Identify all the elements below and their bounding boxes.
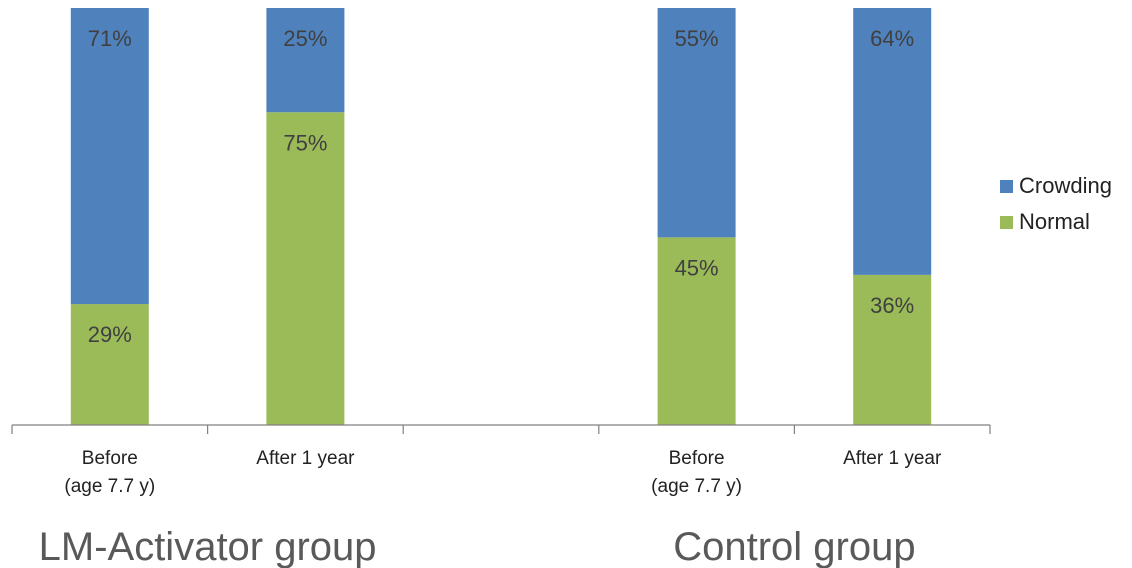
bar-crowding-3: [657, 8, 736, 238]
stacked-bar-chart: 29% 71% 75% 25% 45% 55% 36% 64% Before (age 7.7 …: [11, 8, 991, 568]
bar-normal-1: [266, 112, 345, 425]
legend-swatch-normal: [1000, 215, 1013, 229]
group-label-0: LM-Activator group: [39, 525, 377, 568]
legend-label-normal: Normal: [1019, 209, 1090, 234]
bar-crowding-1: [266, 8, 345, 113]
x-tick-labels: Before (age 7.7 y) After 1 year Before (age …: [64, 448, 942, 497]
data-label-crowding-4: 64%: [870, 26, 914, 51]
bar-normal-3: [657, 237, 736, 425]
data-label-normal-3: 45%: [675, 255, 719, 280]
data-label-normal-1: 75%: [283, 130, 327, 155]
legend-swatch-crowding: [1000, 179, 1013, 193]
x-tick-label-3: Before (age 7.7 y): [651, 448, 742, 497]
x-tick-label-0: Before (age 7.7 y): [64, 448, 155, 497]
data-labels-layer: 29% 71% 75% 25% 45% 55% 36% 64%: [88, 26, 914, 347]
group-label-1: Control group: [673, 525, 915, 568]
group-labels: LM-Activator group Control group: [39, 525, 916, 568]
data-label-normal-4: 36%: [870, 293, 914, 318]
legend-item-normal: Normal: [1000, 204, 1112, 240]
x-tick-label-1: After 1 year: [256, 448, 355, 469]
data-label-crowding-0: 71%: [88, 26, 132, 51]
x-tick-label-4: After 1 year: [843, 448, 942, 469]
data-label-crowding-3: 55%: [675, 26, 719, 51]
legend: Crowding Normal: [1000, 168, 1112, 240]
x-axis: [11, 424, 991, 434]
data-label-normal-0: 29%: [88, 322, 132, 347]
bar-normal-4: [853, 274, 932, 425]
bar-crowding-0: [70, 8, 149, 305]
legend-item-crowding: Crowding: [1000, 168, 1112, 204]
legend-label-crowding: Crowding: [1019, 173, 1112, 198]
bar-normal-0: [70, 304, 149, 425]
data-label-crowding-1: 25%: [283, 26, 327, 51]
bars-layer: [70, 8, 932, 425]
bar-crowding-4: [853, 8, 932, 275]
